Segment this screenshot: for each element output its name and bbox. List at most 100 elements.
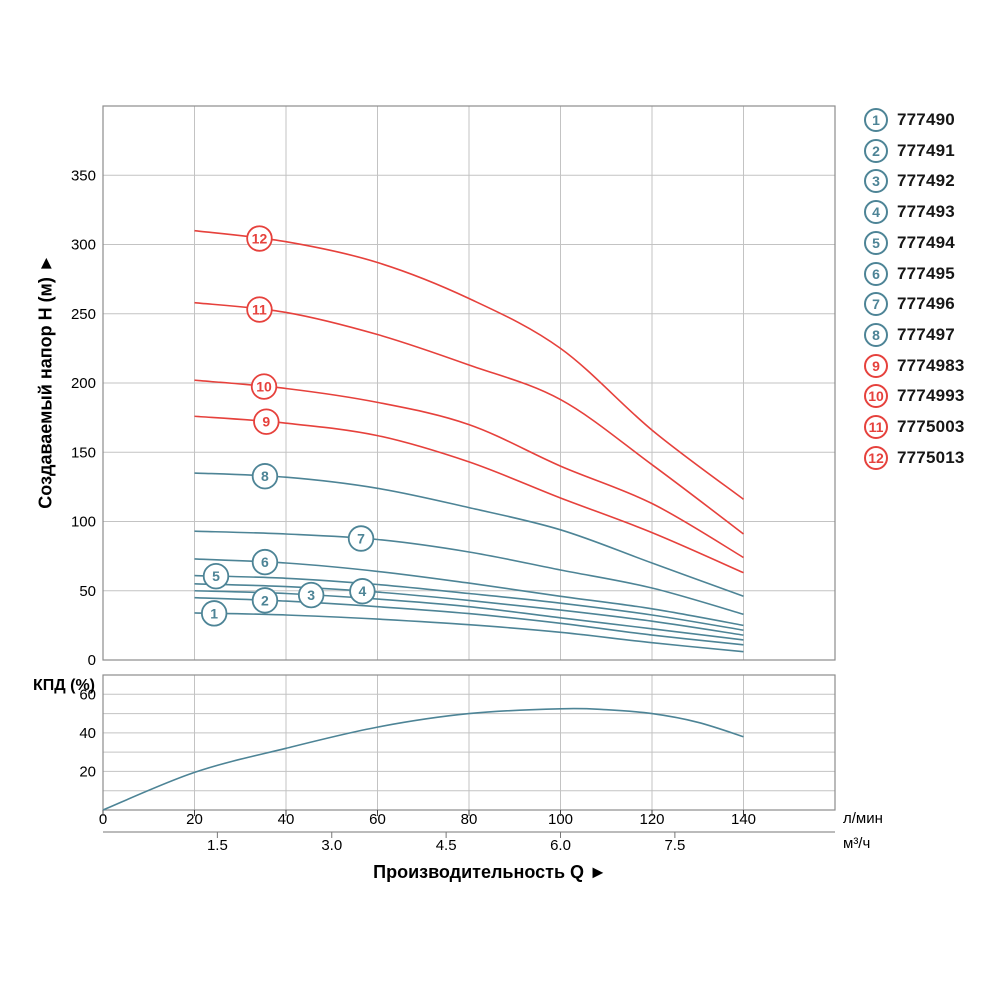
svg-text:10: 10 [256, 379, 272, 395]
svg-text:100: 100 [71, 514, 96, 531]
svg-text:6.0: 6.0 [550, 837, 571, 854]
svg-text:40: 40 [79, 725, 96, 742]
curve-marker-9: 9 [253, 408, 280, 435]
legend-model-label: 777490 [897, 110, 955, 129]
lmin-tick-marks [102, 810, 744, 816]
curve-2 [194, 596, 744, 646]
svg-text:0: 0 [88, 652, 96, 669]
legend-curve-number: 11 [864, 415, 888, 439]
svg-text:120: 120 [639, 811, 664, 828]
legend-item-777496: 7 777496 [864, 289, 955, 319]
legend-curve-number: 4 [864, 200, 888, 225]
legend-item-7774983: 9 7774983 [864, 351, 965, 381]
head-curves [194, 229, 744, 653]
svg-text:300: 300 [71, 237, 96, 254]
svg-text:3: 3 [307, 587, 315, 603]
curve-6 [194, 558, 744, 627]
legend-curve-number: 3 [864, 169, 888, 194]
efficiency-axis-label: КПД (%) [33, 677, 95, 694]
legend-item-777491: 2 777491 [864, 136, 955, 166]
svg-text:20: 20 [186, 811, 203, 828]
svg-text:7.5: 7.5 [664, 837, 685, 854]
legend-item-7775003: 11 7775003 [864, 412, 965, 442]
m3h-scale: 1.5 3.0 4.5 6.0 7.5 [103, 831, 835, 854]
svg-text:100: 100 [548, 811, 573, 828]
legend-curve-number: 2 [864, 138, 888, 163]
curve-marker-12: 12 [246, 225, 273, 252]
legend-curve-number: 6 [864, 261, 888, 286]
svg-text:4.5: 4.5 [436, 837, 457, 854]
curve-marker-11: 11 [246, 296, 273, 323]
curve-12 [194, 229, 744, 500]
legend-item-777492: 3 777492 [864, 166, 955, 196]
svg-text:6: 6 [261, 554, 269, 570]
curve-1 [194, 612, 744, 653]
legend-model-label: 7775003 [897, 417, 965, 436]
x-unit-m3h: м³/ч [843, 835, 871, 852]
svg-text:12: 12 [252, 231, 268, 247]
curve-5 [194, 574, 744, 631]
svg-text:60: 60 [79, 686, 96, 703]
legend-item-777493: 4 777493 [864, 197, 955, 227]
legend-curve-number: 7 [864, 292, 888, 317]
curve-4 [194, 583, 744, 636]
curve-marker-1: 1 [200, 600, 228, 627]
svg-text:60: 60 [369, 811, 386, 828]
legend-model-label: 7774983 [897, 355, 965, 375]
curve-marker-8: 8 [251, 463, 279, 490]
legend: 1 777490 2 777491 3 777492 4 777493 5 777494 6 7774… [864, 0, 1000, 480]
legend-item-777495: 6 777495 [864, 259, 955, 289]
curve-10 [194, 379, 744, 559]
curve-11 [194, 301, 744, 535]
gridlines [103, 106, 835, 810]
svg-text:350: 350 [71, 167, 96, 184]
legend-model-label: 7774993 [897, 386, 965, 406]
svg-text:80: 80 [461, 811, 478, 828]
svg-text:9: 9 [262, 414, 270, 430]
curve-7 [194, 530, 744, 616]
x-axis-title: Производительность Q ► [373, 862, 607, 882]
legend-curve-number: 5 [864, 230, 888, 255]
curve-8 [194, 472, 744, 598]
legend-item-777494: 5 777494 [864, 228, 955, 258]
svg-text:3.0: 3.0 [321, 837, 342, 854]
curve-3 [194, 589, 744, 641]
svg-text:250: 250 [71, 306, 96, 323]
svg-text:4: 4 [359, 583, 367, 599]
legend-curve-number: 10 [864, 384, 888, 409]
legend-model-label: 7775013 [897, 447, 965, 467]
legend-model-label: 777495 [897, 263, 955, 283]
curve-marker-5: 5 [202, 562, 230, 590]
curve-marker-4: 4 [349, 578, 376, 605]
curve-marker-6: 6 [251, 548, 279, 576]
legend-curve-number: 12 [864, 445, 888, 470]
svg-text:200: 200 [71, 375, 96, 392]
svg-text:150: 150 [71, 444, 96, 461]
svg-text:140: 140 [731, 811, 756, 828]
legend-model-label: 777492 [897, 171, 955, 191]
svg-text:40: 40 [278, 811, 295, 828]
legend-curve-number: 9 [864, 353, 888, 378]
legend-item-7775013: 12 7775013 [864, 443, 965, 473]
legend-model-label: 777496 [897, 294, 955, 314]
legend-model-label: 777493 [897, 202, 955, 222]
legend-curve-number: 1 [864, 108, 888, 132]
svg-text:7: 7 [357, 531, 365, 547]
y-axis-title: Создаваемый напор H (м) ► [35, 254, 56, 509]
svg-text:1.5: 1.5 [207, 837, 228, 854]
svg-text:50: 50 [79, 583, 96, 600]
svg-text:20: 20 [79, 763, 96, 780]
svg-text:11: 11 [252, 302, 267, 318]
svg-text:5: 5 [212, 568, 220, 584]
curve-marker-2: 2 [251, 587, 279, 614]
legend-item-7774993: 10 7774993 [864, 381, 965, 411]
curve-marker-3: 3 [297, 581, 325, 609]
axis-tick-labels: 0 50 100 150 200 250 300 350 20 40 60 0 20 40 60 80 100 1… [71, 167, 756, 828]
svg-text:8: 8 [261, 468, 269, 484]
curve-9 [194, 415, 744, 574]
svg-text:0: 0 [99, 811, 107, 828]
legend-model-label: 777494 [897, 232, 955, 252]
x-unit-lmin: л/мин [843, 810, 883, 827]
